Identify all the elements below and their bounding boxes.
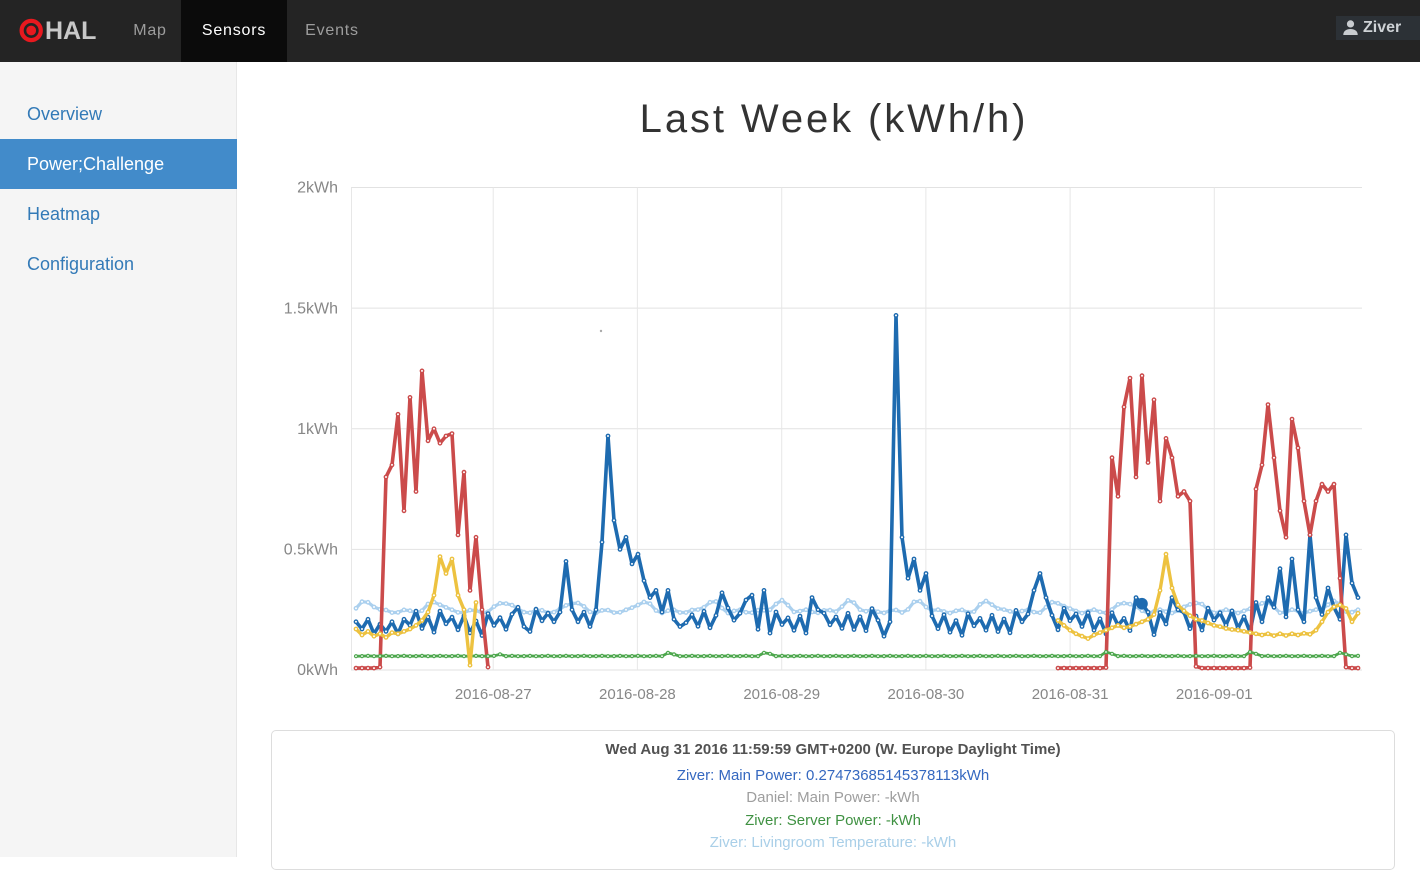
- svg-text:2016-08-30: 2016-08-30: [888, 686, 965, 703]
- svg-text:2016-08-28: 2016-08-28: [599, 686, 676, 703]
- svg-text:0kWh: 0kWh: [297, 662, 338, 679]
- svg-text:2016-08-29: 2016-08-29: [743, 686, 820, 703]
- svg-text:1kWh: 1kWh: [297, 421, 338, 438]
- svg-text:2016-08-31: 2016-08-31: [1032, 686, 1109, 703]
- svg-text:2kWh: 2kWh: [297, 180, 338, 197]
- svg-text:2016-08-27: 2016-08-27: [455, 686, 532, 703]
- svg-text:2016-09-01: 2016-09-01: [1176, 686, 1253, 703]
- svg-text:1.5kWh: 1.5kWh: [284, 300, 338, 317]
- svg-text:0.5kWh: 0.5kWh: [284, 542, 338, 559]
